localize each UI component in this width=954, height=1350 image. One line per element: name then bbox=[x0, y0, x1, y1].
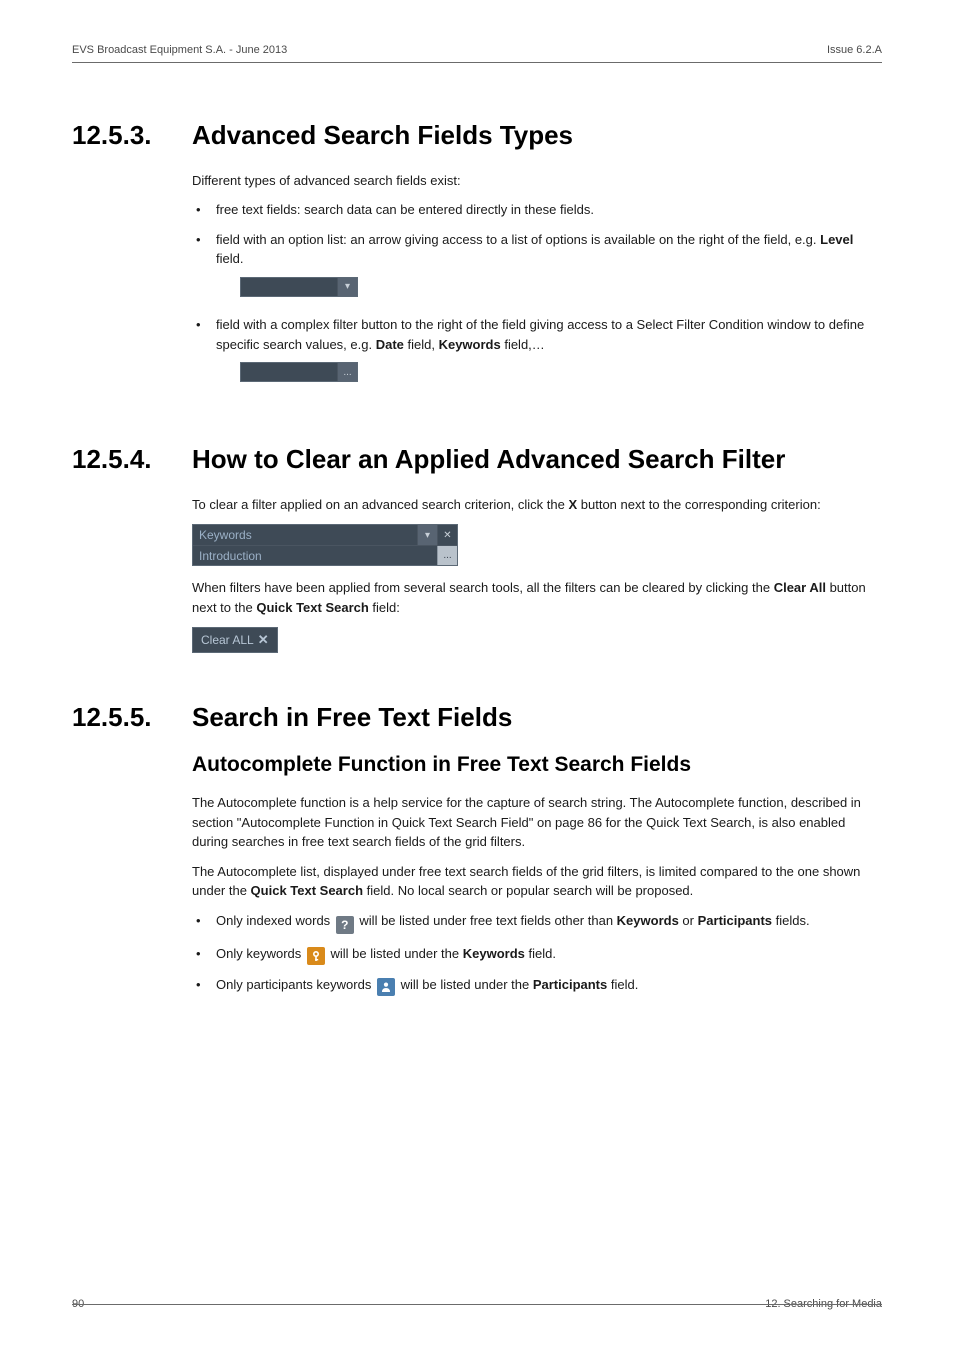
clear-all-label: Clear ALL bbox=[201, 633, 254, 647]
intro-text: Different types of advanced search field… bbox=[192, 171, 882, 191]
bullet-text: free text fields: search data can be ent… bbox=[216, 202, 594, 217]
paragraph: The Autocomplete list, displayed under f… bbox=[192, 862, 882, 901]
bullet-text: field with an option list: an arrow givi… bbox=[216, 232, 853, 267]
section-body: How to Clear an Applied Advanced Search … bbox=[192, 445, 882, 659]
option-field[interactable]: ▾ bbox=[240, 277, 358, 297]
complex-filter-field[interactable]: ... bbox=[240, 362, 358, 382]
question-icon: ? bbox=[336, 916, 354, 934]
key-icon bbox=[307, 947, 325, 965]
keywords-row: Keywords ▾ ✕ bbox=[193, 525, 457, 545]
field-example-dropdown: ▾ bbox=[240, 277, 882, 302]
list-item: Only participants keywords will be liste… bbox=[192, 975, 882, 996]
introduction-row: Introduction ... bbox=[193, 545, 457, 565]
header-right: Issue 6.2.A bbox=[827, 44, 882, 56]
page-footer: 90 12. Searching for Media bbox=[72, 1292, 882, 1310]
list-item: free text fields: search data can be ent… bbox=[192, 200, 882, 220]
section-number: 12.5.3. bbox=[72, 121, 192, 401]
chevron-down-icon[interactable]: ▾ bbox=[337, 278, 357, 296]
footer-rule bbox=[72, 1304, 882, 1305]
list-item: Only keywords will be listed under the K… bbox=[192, 944, 882, 965]
dots-icon[interactable]: ... bbox=[337, 363, 357, 381]
section-12-5-5: 12.5.5. Search in Free Text Fields Autoc… bbox=[72, 703, 882, 1005]
clear-all-button[interactable]: Clear ALL ✕ bbox=[192, 627, 278, 653]
field-body bbox=[241, 278, 337, 296]
bullet-list: free text fields: search data can be ent… bbox=[192, 200, 882, 387]
header-left: EVS Broadcast Equipment S.A. - June 2013 bbox=[72, 44, 287, 56]
person-icon bbox=[377, 978, 395, 996]
field-example-complex: ... bbox=[240, 362, 882, 387]
header-rule bbox=[72, 62, 882, 63]
paragraph: The Autocomplete function is a help serv… bbox=[192, 793, 882, 852]
section-title: Search in Free Text Fields bbox=[192, 703, 882, 733]
introduction-label: Introduction bbox=[193, 546, 437, 565]
section-number: 12.5.4. bbox=[72, 445, 192, 659]
close-icon: ✕ bbox=[258, 632, 269, 648]
list-item: Only indexed words ? will be listed unde… bbox=[192, 911, 882, 934]
section-title: How to Clear an Applied Advanced Search … bbox=[192, 445, 882, 475]
section-12-5-4: 12.5.4. How to Clear an Applied Advanced… bbox=[72, 445, 882, 659]
field-body bbox=[241, 363, 337, 381]
keywords-filter-box: Keywords ▾ ✕ Introduction ... bbox=[192, 524, 458, 566]
section-body: Search in Free Text Fields Autocomplete … bbox=[192, 703, 882, 1005]
list-item: field with a complex filter button to th… bbox=[192, 315, 882, 387]
page: EVS Broadcast Equipment S.A. - June 2013… bbox=[0, 0, 954, 1350]
section-body: Advanced Search Fields Types Different t… bbox=[192, 121, 882, 401]
bullet-list: Only indexed words ? will be listed unde… bbox=[192, 911, 882, 996]
dots-icon[interactable]: ... bbox=[437, 546, 457, 565]
list-item: field with an option list: an arrow givi… bbox=[192, 230, 882, 302]
chevron-down-icon[interactable]: ▾ bbox=[417, 525, 437, 545]
section-number: 12.5.5. bbox=[72, 703, 192, 1005]
subsection-title: Autocomplete Function in Free Text Searc… bbox=[192, 753, 882, 777]
close-icon[interactable]: ✕ bbox=[437, 525, 457, 545]
page-header: EVS Broadcast Equipment S.A. - June 2013… bbox=[72, 44, 882, 62]
paragraph: To clear a filter applied on an advanced… bbox=[192, 495, 882, 515]
bullet-text: field with a complex filter button to th… bbox=[216, 317, 864, 352]
keywords-label: Keywords bbox=[193, 525, 417, 545]
section-12-5-3: 12.5.3. Advanced Search Fields Types Dif… bbox=[72, 121, 882, 401]
section-title: Advanced Search Fields Types bbox=[192, 121, 882, 151]
paragraph: When filters have been applied from seve… bbox=[192, 578, 882, 617]
